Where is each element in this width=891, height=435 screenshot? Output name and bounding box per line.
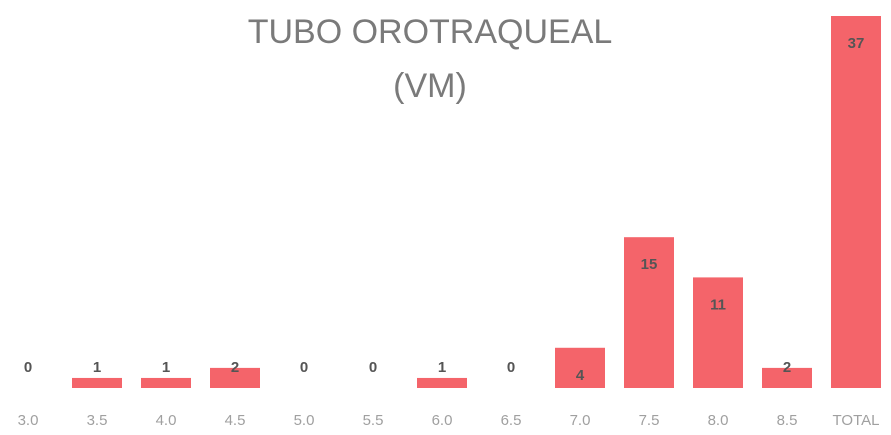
x-tick-label: 6.0 [432, 412, 453, 429]
value-label: 2 [231, 359, 239, 376]
chart-title: TUBO OROTRAQUEAL [248, 13, 613, 51]
x-tick-label: 8.5 [777, 412, 798, 429]
x-tick-label: 6.5 [501, 412, 522, 429]
x-tick-label: 5.0 [294, 412, 315, 429]
x-tick-label: TOTAL [833, 412, 880, 429]
x-tick-label: 3.5 [87, 412, 108, 429]
x-tick-label: 7.0 [570, 412, 591, 429]
x-tick-label: 3.0 [18, 412, 39, 429]
value-label: 11 [710, 296, 726, 313]
x-tick-label: 4.5 [225, 412, 246, 429]
bar [693, 277, 743, 388]
value-label: 0 [507, 359, 515, 376]
value-label: 37 [848, 35, 865, 52]
x-tick-label: 5.5 [363, 412, 384, 429]
x-tick-label: 8.0 [708, 412, 729, 429]
bar [72, 377, 122, 388]
bar [831, 16, 881, 388]
value-label: 0 [24, 359, 32, 376]
value-label: 4 [576, 367, 585, 384]
bar [210, 367, 260, 388]
value-label: 2 [783, 359, 791, 376]
x-tick-label: 7.5 [639, 412, 660, 429]
value-label: 0 [300, 359, 308, 376]
chart-title: (VM) [393, 67, 467, 105]
value-label: 1 [162, 359, 170, 376]
value-label: 1 [438, 359, 446, 376]
value-label: 1 [93, 359, 101, 376]
value-label: 0 [369, 359, 377, 376]
bar [417, 377, 467, 388]
value-label: 15 [641, 256, 658, 273]
bar [762, 367, 812, 388]
x-tick-label: 4.0 [156, 412, 177, 429]
bar [624, 237, 674, 388]
bar [555, 347, 605, 388]
bar [141, 377, 191, 388]
